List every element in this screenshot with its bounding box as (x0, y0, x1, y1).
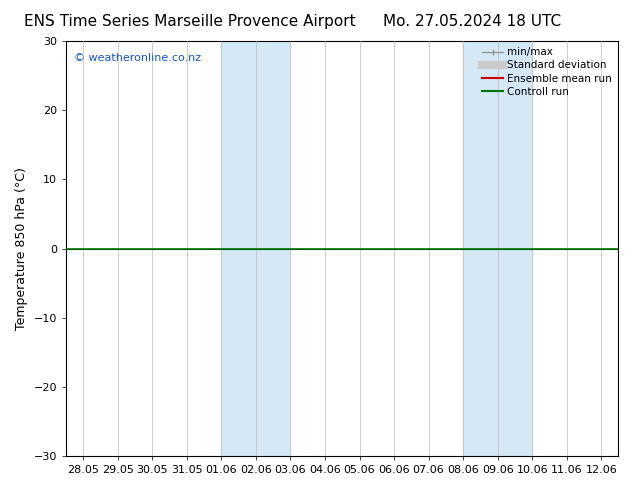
Text: ENS Time Series Marseille Provence Airport: ENS Time Series Marseille Provence Airpo… (24, 14, 356, 29)
Text: © weatheronline.co.nz: © weatheronline.co.nz (74, 53, 202, 64)
Legend: min/max, Standard deviation, Ensemble mean run, Controll run: min/max, Standard deviation, Ensemble me… (478, 43, 616, 101)
Bar (221, 41, 290, 456)
Y-axis label: Temperature 850 hPa (°C): Temperature 850 hPa (°C) (15, 167, 28, 330)
Text: Mo. 27.05.2024 18 UTC: Mo. 27.05.2024 18 UTC (384, 14, 561, 29)
Bar (463, 41, 532, 456)
